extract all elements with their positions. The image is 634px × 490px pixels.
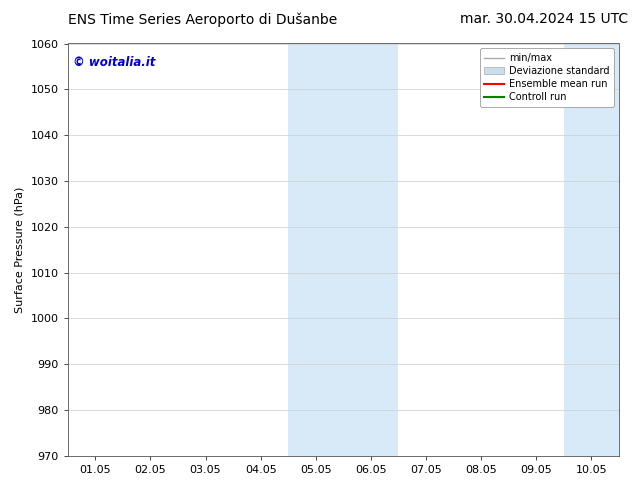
Text: © woitalia.it: © woitalia.it (73, 56, 155, 69)
Text: mar. 30.04.2024 15 UTC: mar. 30.04.2024 15 UTC (460, 12, 628, 26)
Y-axis label: Surface Pressure (hPa): Surface Pressure (hPa) (15, 187, 25, 313)
Text: ENS Time Series Aeroporto di Dušanbe: ENS Time Series Aeroporto di Dušanbe (68, 12, 337, 27)
Bar (564, 44, 619, 456)
Bar (288, 44, 399, 456)
Legend: min/max, Deviazione standard, Ensemble mean run, Controll run: min/max, Deviazione standard, Ensemble m… (479, 49, 614, 107)
